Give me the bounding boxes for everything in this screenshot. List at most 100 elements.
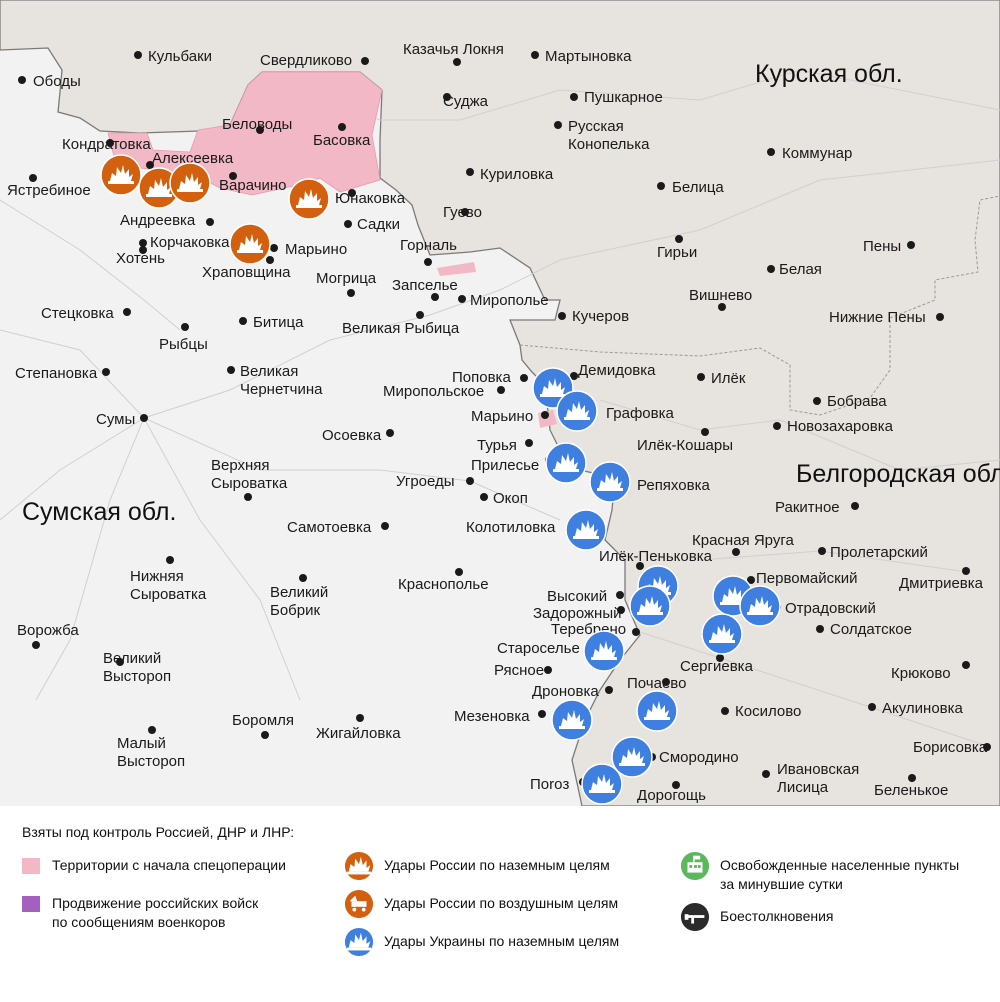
settlement-label: Сумы: [96, 411, 135, 428]
russia-strike-icon: [229, 223, 271, 265]
settlement-label: Великий Выстороп: [103, 650, 171, 685]
settlement-dot: [747, 576, 755, 584]
settlement-label: Первомайский: [756, 570, 857, 587]
settlement-dot: [983, 743, 991, 751]
settlement-label: Осоевка: [322, 427, 382, 444]
settlement-label: Садки: [357, 216, 400, 233]
settlement-dot: [361, 57, 369, 65]
settlement-label: Илёк-Кошары: [637, 437, 733, 454]
settlement: Кучеров: [558, 308, 629, 325]
settlement-dot: [773, 422, 781, 430]
settlement-dot: [616, 591, 624, 599]
ukraine-strike-icon: [739, 585, 781, 627]
settlement: Поповка: [452, 369, 528, 386]
settlement-label: Куриловка: [480, 166, 554, 183]
settlement-label: Белица: [672, 179, 724, 196]
settlement: Казачья Локня: [403, 41, 504, 66]
settlement-dot: [636, 562, 644, 570]
map-canvas: Ободы Кульбаки Свердликово Казачья Локня Мар…: [0, 0, 1000, 806]
settlement-dot: [662, 678, 670, 686]
settlement-dot: [347, 289, 355, 297]
settlement: Горналь: [400, 237, 457, 266]
settlement: Белая: [767, 261, 822, 278]
settlement: Пролетарский: [818, 544, 928, 561]
settlement-dot: [813, 397, 821, 405]
settlement-dot: [767, 148, 775, 156]
settlements-layer: Ободы Кульбаки Свердликово Казачья Локня Мар…: [7, 41, 991, 804]
ukraine-strike-icon: [556, 390, 598, 432]
settlement-dot: [570, 93, 578, 101]
regions-layer: Курская обл. Белгородская обл. Сумская обл…: [22, 60, 1000, 526]
legend-territories-label: Территории с начала спецоперации: [52, 857, 286, 873]
settlement: Высокий: [547, 588, 624, 605]
settlement: Марьино: [471, 408, 549, 425]
settlement: Почаево: [627, 675, 686, 692]
russia-strike-icon: [169, 162, 211, 204]
settlement: Садки: [344, 216, 400, 233]
settlement: Кондратовка: [62, 136, 151, 153]
controlled-territory-mirop: [437, 262, 476, 276]
settlement-dot: [181, 323, 189, 331]
settlement: Гирьи: [657, 235, 697, 261]
region-label: Белгородская обл.: [796, 460, 1000, 488]
settlement-dot: [541, 411, 549, 419]
settlement-dot: [455, 568, 463, 576]
settlement: Гуево: [443, 204, 482, 221]
settlement: Свердликово: [260, 52, 369, 69]
settlement-label: Марьино: [471, 408, 533, 425]
settlement: Стецковка: [41, 305, 131, 322]
settlement: Великий Бобрик: [270, 574, 328, 619]
settlement-label: Новозахаровка: [787, 418, 894, 435]
legend-item-russia-air: Удары России по воздушным целям: [344, 889, 618, 919]
settlement: Дроновка: [532, 683, 613, 700]
settlement: Нижняя Сыроватка: [130, 556, 207, 603]
settlement-dot: [261, 731, 269, 739]
settlement-dot: [466, 477, 474, 485]
pink-swatch: [22, 858, 40, 874]
settlement-label: Малый Выстороп: [117, 735, 185, 770]
legend-title: Взяты под контроль Россией, ДНР и ЛНР:: [22, 824, 295, 840]
settlement-dot: [453, 58, 461, 66]
settlement-label: Гирьи: [657, 244, 697, 261]
settlement: Бобрава: [813, 393, 887, 410]
settlement: Турья: [477, 437, 533, 454]
settlement-label: Задорожный: [533, 605, 622, 622]
ukraine-strike-icon: [629, 585, 671, 627]
settlement-label: Борисовка: [913, 739, 988, 756]
settlement-label: Дроновка: [532, 683, 599, 700]
settlement: Андреевка: [120, 212, 214, 229]
settlement: Илёк-Кошары: [637, 428, 733, 454]
settlement-label: Мартыновка: [545, 48, 632, 65]
settlement-dot: [381, 522, 389, 530]
settlement: Окоп: [480, 490, 528, 507]
settlement-label: Рыбцы: [159, 336, 208, 353]
settlement-dot: [538, 710, 546, 718]
oblast-border: [519, 195, 1000, 416]
settlement: Храповщина: [202, 256, 291, 281]
settlement-dot: [657, 182, 665, 190]
ukraine-strike-icon: [581, 763, 623, 805]
legend-item-territories: Территории с начала спецоперации: [22, 856, 286, 875]
settlement-dot: [672, 781, 680, 789]
settlement: Краснополье: [398, 568, 489, 593]
settlement-dot: [29, 174, 37, 182]
settlement-dot: [338, 123, 346, 131]
settlement: Жигайловка: [316, 714, 401, 742]
settlement-dot: [416, 311, 424, 319]
settlement-label: Казачья Локня: [403, 41, 504, 58]
settlement-dot: [697, 373, 705, 381]
settlement-label: Дорогощь: [637, 787, 706, 804]
settlement-dot: [229, 172, 237, 180]
settlement-label: Боромля: [232, 712, 294, 729]
settlement-dot: [206, 218, 214, 226]
settlement-label: Кульбаки: [148, 48, 212, 65]
settlement-dot: [818, 547, 826, 555]
settlement-dot: [227, 366, 235, 374]
settlement-dot: [18, 76, 26, 84]
settlement-label: Бобрава: [827, 393, 887, 410]
settlement-label: Дмитриевка: [899, 575, 984, 592]
settlement-dot: [140, 414, 148, 422]
settlement: Нижние Пены: [829, 309, 944, 326]
settlement-dot: [466, 168, 474, 176]
settlement-dot: [102, 368, 110, 376]
